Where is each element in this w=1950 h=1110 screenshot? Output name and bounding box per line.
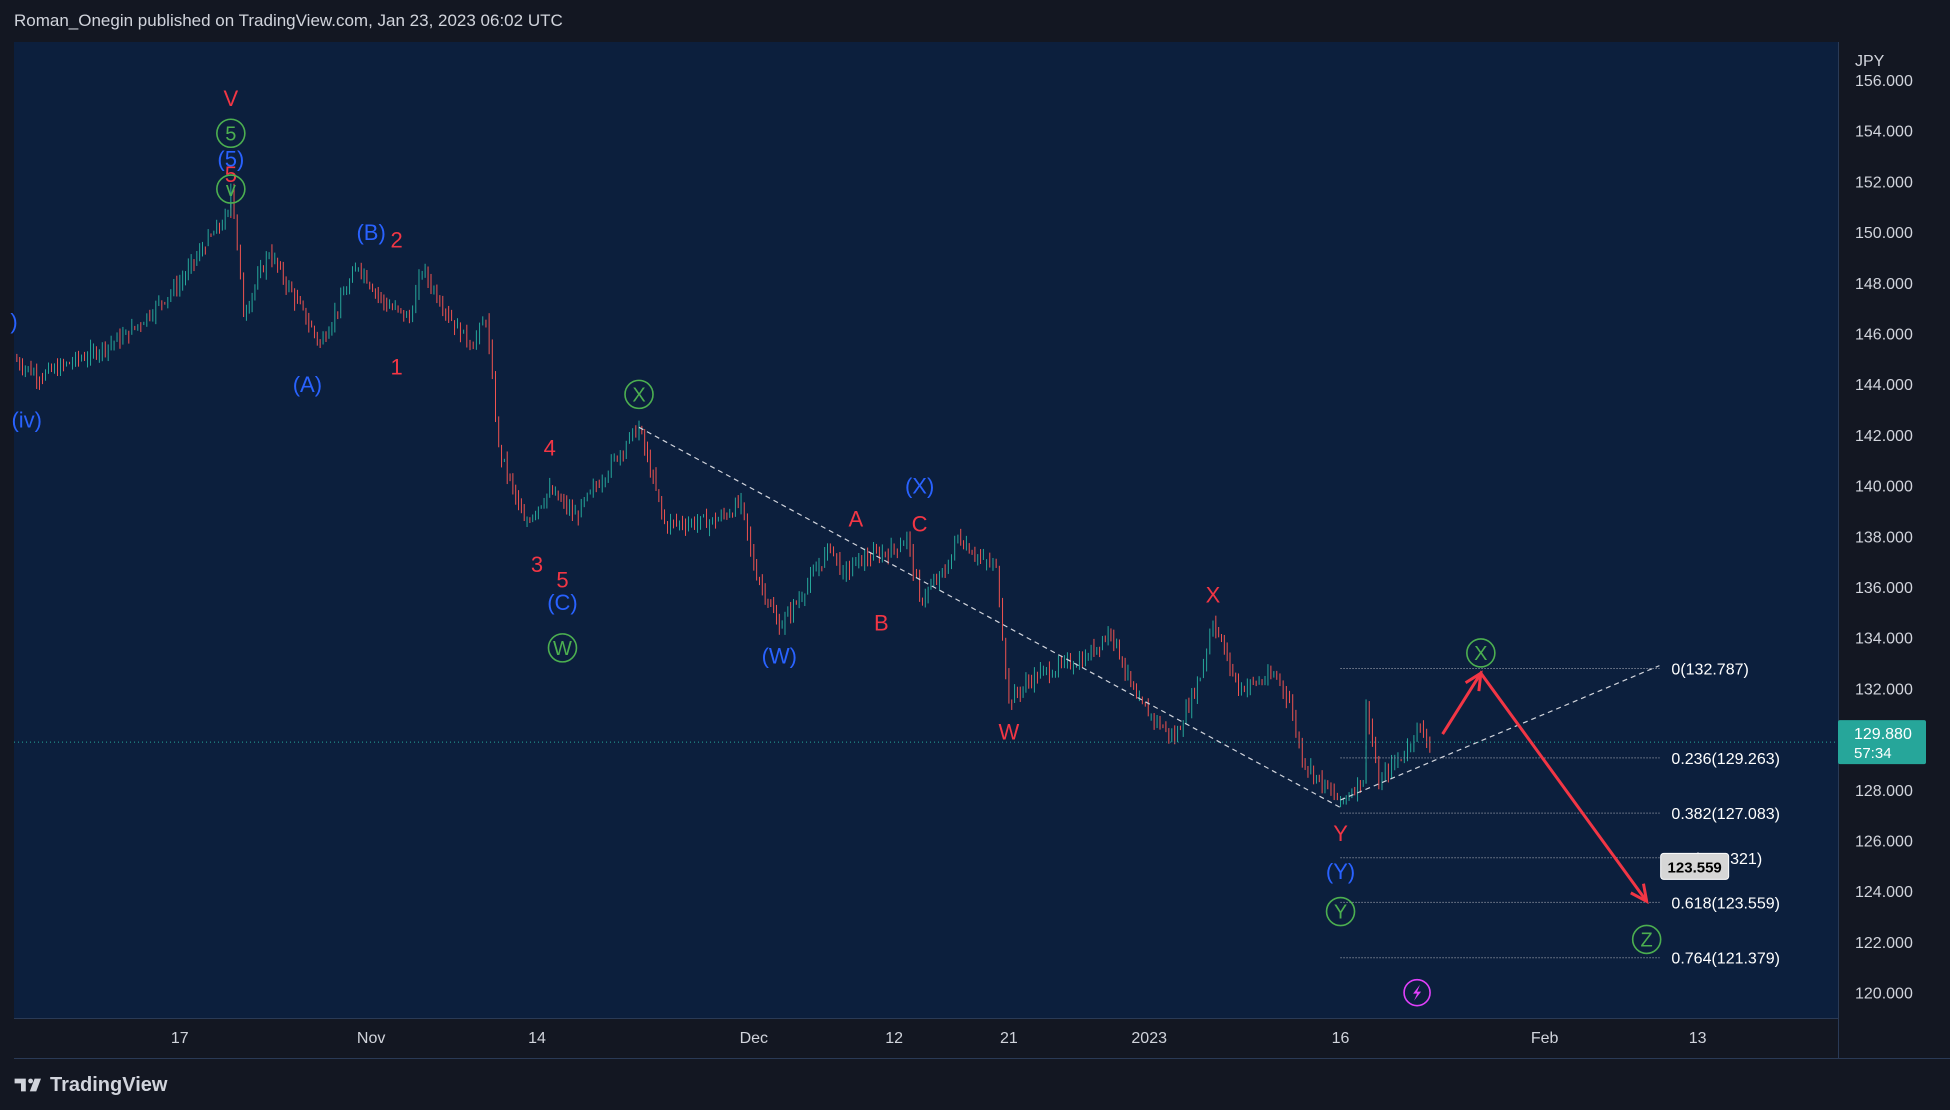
wave-label: V — [223, 86, 238, 111]
y-tick-label: 156.000 — [1855, 73, 1913, 90]
x-tick-label: 13 — [1689, 1030, 1707, 1047]
x-tick-label: 17 — [171, 1030, 189, 1047]
price-axis-border — [1838, 42, 1839, 1058]
bottom-border — [14, 1058, 1950, 1059]
wave-label: (X) — [905, 474, 934, 499]
wave-label: (Y) — [1326, 859, 1355, 884]
y-tick-label: 148.000 — [1855, 276, 1913, 293]
wave-label: 2 — [391, 228, 403, 253]
x-tick-label: 21 — [1000, 1030, 1018, 1047]
projection-arrowhead-up — [1464, 670, 1483, 692]
wave-label: 3 — [531, 552, 543, 577]
y-tick-label: 154.000 — [1855, 124, 1913, 141]
wave-label: Z — [1641, 929, 1653, 951]
wave-label: (C) — [547, 590, 578, 615]
wave-label: X — [632, 384, 645, 406]
y-tick-label: 142.000 — [1855, 428, 1913, 445]
event-marker-circle — [1403, 978, 1431, 1007]
y-tick-label: 152.000 — [1855, 174, 1913, 191]
wave-label-circle — [1466, 638, 1496, 668]
target-tooltip-text: 123.559 — [1668, 859, 1722, 876]
wave-label: (B) — [356, 220, 385, 245]
trend-line — [1340, 665, 1660, 801]
trend-line — [638, 426, 1341, 809]
wave-label: W — [999, 720, 1020, 745]
wave-label: B — [874, 611, 889, 636]
last-price-badge — [1838, 720, 1926, 765]
publisher-header: Roman_Onegin published on TradingView.co… — [0, 0, 1950, 42]
wave-label: (iv) — [11, 408, 42, 433]
x-tick-label: 14 — [528, 1030, 546, 1047]
x-tick-label: 12 — [885, 1030, 903, 1047]
y-tick-label: 140.000 — [1855, 479, 1913, 496]
y-tick-label: 128.000 — [1855, 783, 1913, 800]
wave-label: X — [1474, 643, 1487, 665]
projection-arrowhead-down — [1630, 883, 1649, 905]
x-tick-label: Feb — [1531, 1030, 1559, 1047]
x-tick-label: 2023 — [1131, 1030, 1167, 1047]
fib-level-label: 0.764(121.379) — [1671, 951, 1780, 968]
x-tick-label: Nov — [357, 1030, 385, 1047]
y-tick-label: 144.000 — [1855, 377, 1913, 394]
fib-level-label: 0.382(127.083) — [1671, 806, 1780, 823]
wave-label: 1 — [391, 354, 403, 379]
wave-label: 5 — [556, 567, 568, 592]
fib-level-label: 0.236(129.263) — [1671, 751, 1780, 768]
wave-label: Y — [1333, 821, 1348, 846]
wave-label-circle — [216, 118, 246, 149]
wave-label: W — [553, 638, 572, 660]
y-tick-label: 132.000 — [1855, 681, 1913, 698]
wave-label: (5) — [217, 147, 244, 172]
wave-label-circle — [1631, 924, 1662, 955]
wave-label: Y — [1334, 902, 1347, 924]
x-tick-label: 16 — [1332, 1030, 1350, 1047]
last-price-label: 129.880 — [1854, 726, 1912, 743]
wave-label: A — [849, 507, 864, 532]
wave-label: 5 — [225, 123, 236, 145]
lightning-icon — [1413, 984, 1422, 1001]
wave-label: ) — [10, 309, 17, 334]
countdown-label: 57:34 — [1854, 745, 1892, 762]
wave-label-circle — [216, 174, 246, 204]
y-tick-label: 150.000 — [1855, 225, 1913, 242]
wave-label: C — [912, 512, 928, 537]
candles — [16, 183, 1431, 808]
y-tick-label: 124.000 — [1855, 884, 1913, 901]
y-tick-label: 134.000 — [1855, 631, 1913, 648]
fib-level-label: 0.618(123.559) — [1671, 895, 1780, 912]
currency-label: JPY — [1855, 53, 1885, 70]
fib-level-label: 0(132.787) — [1671, 661, 1748, 678]
wave-label-circle — [624, 379, 654, 410]
wave-label: (A) — [293, 372, 322, 397]
wave-label-circle — [547, 633, 578, 663]
wave-label: 4 — [544, 436, 556, 461]
y-tick-label: 120.000 — [1855, 986, 1913, 1003]
wave-label-circle — [1325, 896, 1356, 927]
tradingview-logo-icon — [14, 1078, 41, 1092]
wave-label: (W) — [762, 643, 797, 668]
y-tick-label: 126.000 — [1855, 834, 1913, 851]
y-tick-label: 146.000 — [1855, 327, 1913, 344]
time-axis-border — [14, 1018, 1838, 1019]
publisher-text: Roman_Onegin published on TradingView.co… — [14, 11, 563, 30]
wave-label: X — [1206, 583, 1221, 608]
y-tick-label: 138.000 — [1855, 529, 1913, 546]
y-tick-label: 122.000 — [1855, 935, 1913, 952]
y-tick-label: 136.000 — [1855, 580, 1913, 597]
x-tick-label: Dec — [740, 1030, 768, 1047]
target-tooltip — [1660, 852, 1730, 880]
plot-area — [14, 42, 1838, 1018]
wave-label: v — [226, 179, 236, 201]
tradingview-brand[interactable]: TradingView — [50, 1073, 168, 1096]
footer: TradingView — [0, 1060, 1950, 1110]
